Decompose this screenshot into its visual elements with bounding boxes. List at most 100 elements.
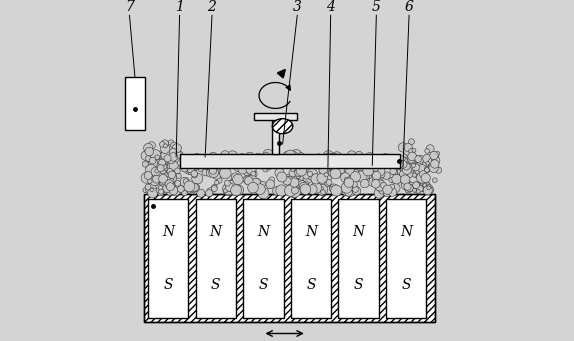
Circle shape (154, 180, 160, 185)
Circle shape (423, 186, 432, 195)
Circle shape (227, 151, 238, 161)
Circle shape (146, 176, 152, 182)
Circle shape (157, 165, 164, 172)
Circle shape (374, 188, 384, 198)
Circle shape (173, 184, 182, 194)
Circle shape (345, 187, 355, 196)
Circle shape (287, 176, 293, 182)
Circle shape (176, 188, 181, 193)
Circle shape (316, 179, 321, 184)
Circle shape (328, 170, 334, 176)
Text: 5: 5 (372, 0, 381, 14)
Circle shape (351, 181, 358, 187)
Circle shape (401, 175, 410, 184)
Circle shape (169, 161, 178, 170)
Circle shape (164, 155, 171, 162)
Circle shape (422, 164, 431, 173)
Circle shape (430, 160, 439, 168)
Circle shape (401, 180, 412, 190)
Circle shape (163, 184, 172, 193)
Circle shape (428, 189, 432, 193)
Circle shape (209, 152, 217, 161)
Circle shape (374, 180, 386, 191)
Circle shape (422, 174, 426, 178)
Circle shape (319, 168, 324, 173)
Circle shape (162, 164, 169, 170)
Circle shape (150, 150, 161, 160)
Circle shape (144, 172, 152, 179)
Circle shape (403, 163, 410, 170)
Circle shape (398, 143, 408, 152)
Circle shape (418, 158, 423, 162)
Circle shape (374, 165, 385, 176)
Circle shape (145, 184, 151, 190)
Circle shape (379, 188, 386, 194)
Circle shape (150, 172, 158, 180)
Text: 7: 7 (125, 0, 134, 14)
Circle shape (233, 161, 244, 172)
Circle shape (292, 187, 298, 194)
Circle shape (405, 159, 413, 167)
Circle shape (165, 170, 172, 178)
Circle shape (166, 173, 176, 183)
Circle shape (188, 169, 193, 175)
Circle shape (371, 179, 380, 188)
Circle shape (275, 168, 284, 177)
Circle shape (391, 183, 400, 193)
Circle shape (412, 162, 417, 167)
Circle shape (354, 169, 359, 175)
Circle shape (243, 177, 249, 182)
Circle shape (254, 179, 259, 184)
Circle shape (406, 164, 411, 168)
Circle shape (298, 153, 304, 159)
Circle shape (187, 166, 194, 173)
Circle shape (381, 182, 387, 189)
Circle shape (232, 188, 237, 193)
Circle shape (195, 156, 201, 163)
Circle shape (188, 161, 199, 172)
Circle shape (311, 182, 321, 193)
Circle shape (428, 164, 434, 170)
Bar (144, 194, 435, 322)
Circle shape (400, 156, 405, 162)
Circle shape (161, 140, 168, 147)
Circle shape (153, 175, 160, 183)
Circle shape (354, 163, 358, 167)
Circle shape (277, 172, 287, 182)
Circle shape (413, 182, 420, 189)
Circle shape (366, 174, 371, 179)
Circle shape (362, 175, 370, 183)
Circle shape (233, 189, 240, 195)
Circle shape (320, 157, 331, 168)
Circle shape (206, 169, 214, 177)
Circle shape (424, 167, 429, 172)
Circle shape (196, 158, 207, 168)
Circle shape (289, 169, 296, 177)
Circle shape (227, 188, 231, 192)
Bar (125, 77, 145, 130)
Circle shape (378, 171, 385, 178)
Circle shape (334, 189, 340, 196)
Circle shape (349, 155, 355, 162)
Circle shape (215, 180, 219, 185)
Circle shape (406, 182, 415, 191)
Circle shape (388, 188, 397, 196)
Circle shape (153, 175, 158, 180)
Circle shape (331, 185, 342, 196)
Circle shape (158, 189, 164, 194)
Circle shape (246, 162, 255, 172)
Circle shape (195, 159, 201, 165)
Circle shape (248, 182, 258, 193)
Circle shape (303, 175, 312, 183)
Circle shape (347, 176, 355, 184)
Circle shape (149, 174, 158, 184)
Circle shape (316, 185, 321, 190)
Circle shape (148, 188, 158, 198)
Circle shape (324, 153, 332, 161)
Circle shape (172, 150, 181, 159)
Circle shape (213, 154, 217, 159)
Circle shape (258, 188, 269, 199)
Circle shape (176, 173, 181, 178)
Circle shape (317, 156, 324, 163)
Circle shape (169, 153, 177, 161)
